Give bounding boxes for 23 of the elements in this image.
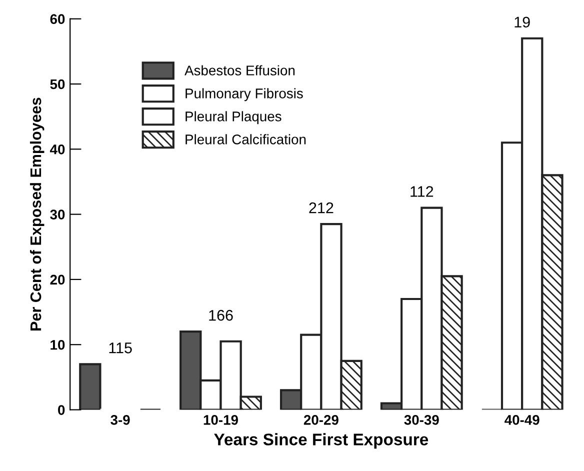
- y-tick-label: 10: [50, 340, 65, 350]
- y-tick-label: 50: [50, 79, 65, 90]
- legend-label: Pleural Plaques: [186, 111, 282, 124]
- legend-label: Asbestos Effusion: [184, 65, 295, 76]
- x-tick-label: 30-39: [404, 415, 439, 425]
- x-tick-label: 40-49: [504, 415, 540, 425]
- y-axis-title: Per Cent of Exposed Employees: [30, 98, 44, 330]
- x-axis-title: Years Since First Exposure: [214, 433, 428, 449]
- annotation: 19: [514, 16, 530, 28]
- y-tick-label: 0: [58, 405, 65, 415]
- legend-label: Pulmonary Fibrosis: [186, 88, 303, 102]
- x-tick-label: 20-29: [304, 415, 338, 425]
- y-tick-label: 40: [50, 144, 65, 154]
- annotation: 212: [309, 202, 334, 214]
- annotation: 115: [109, 342, 132, 354]
- legend-label: Pleural Calcification: [186, 134, 306, 144]
- y-tick-label: 60: [50, 14, 65, 24]
- x-tick-label: 10-19: [204, 415, 238, 425]
- x-tick-label: 3-9: [110, 415, 130, 425]
- annotation: 166: [209, 310, 233, 321]
- y-tick-label: 30: [50, 210, 65, 220]
- annotation: 112: [410, 186, 434, 197]
- y-tick-label: 20: [50, 274, 65, 285]
